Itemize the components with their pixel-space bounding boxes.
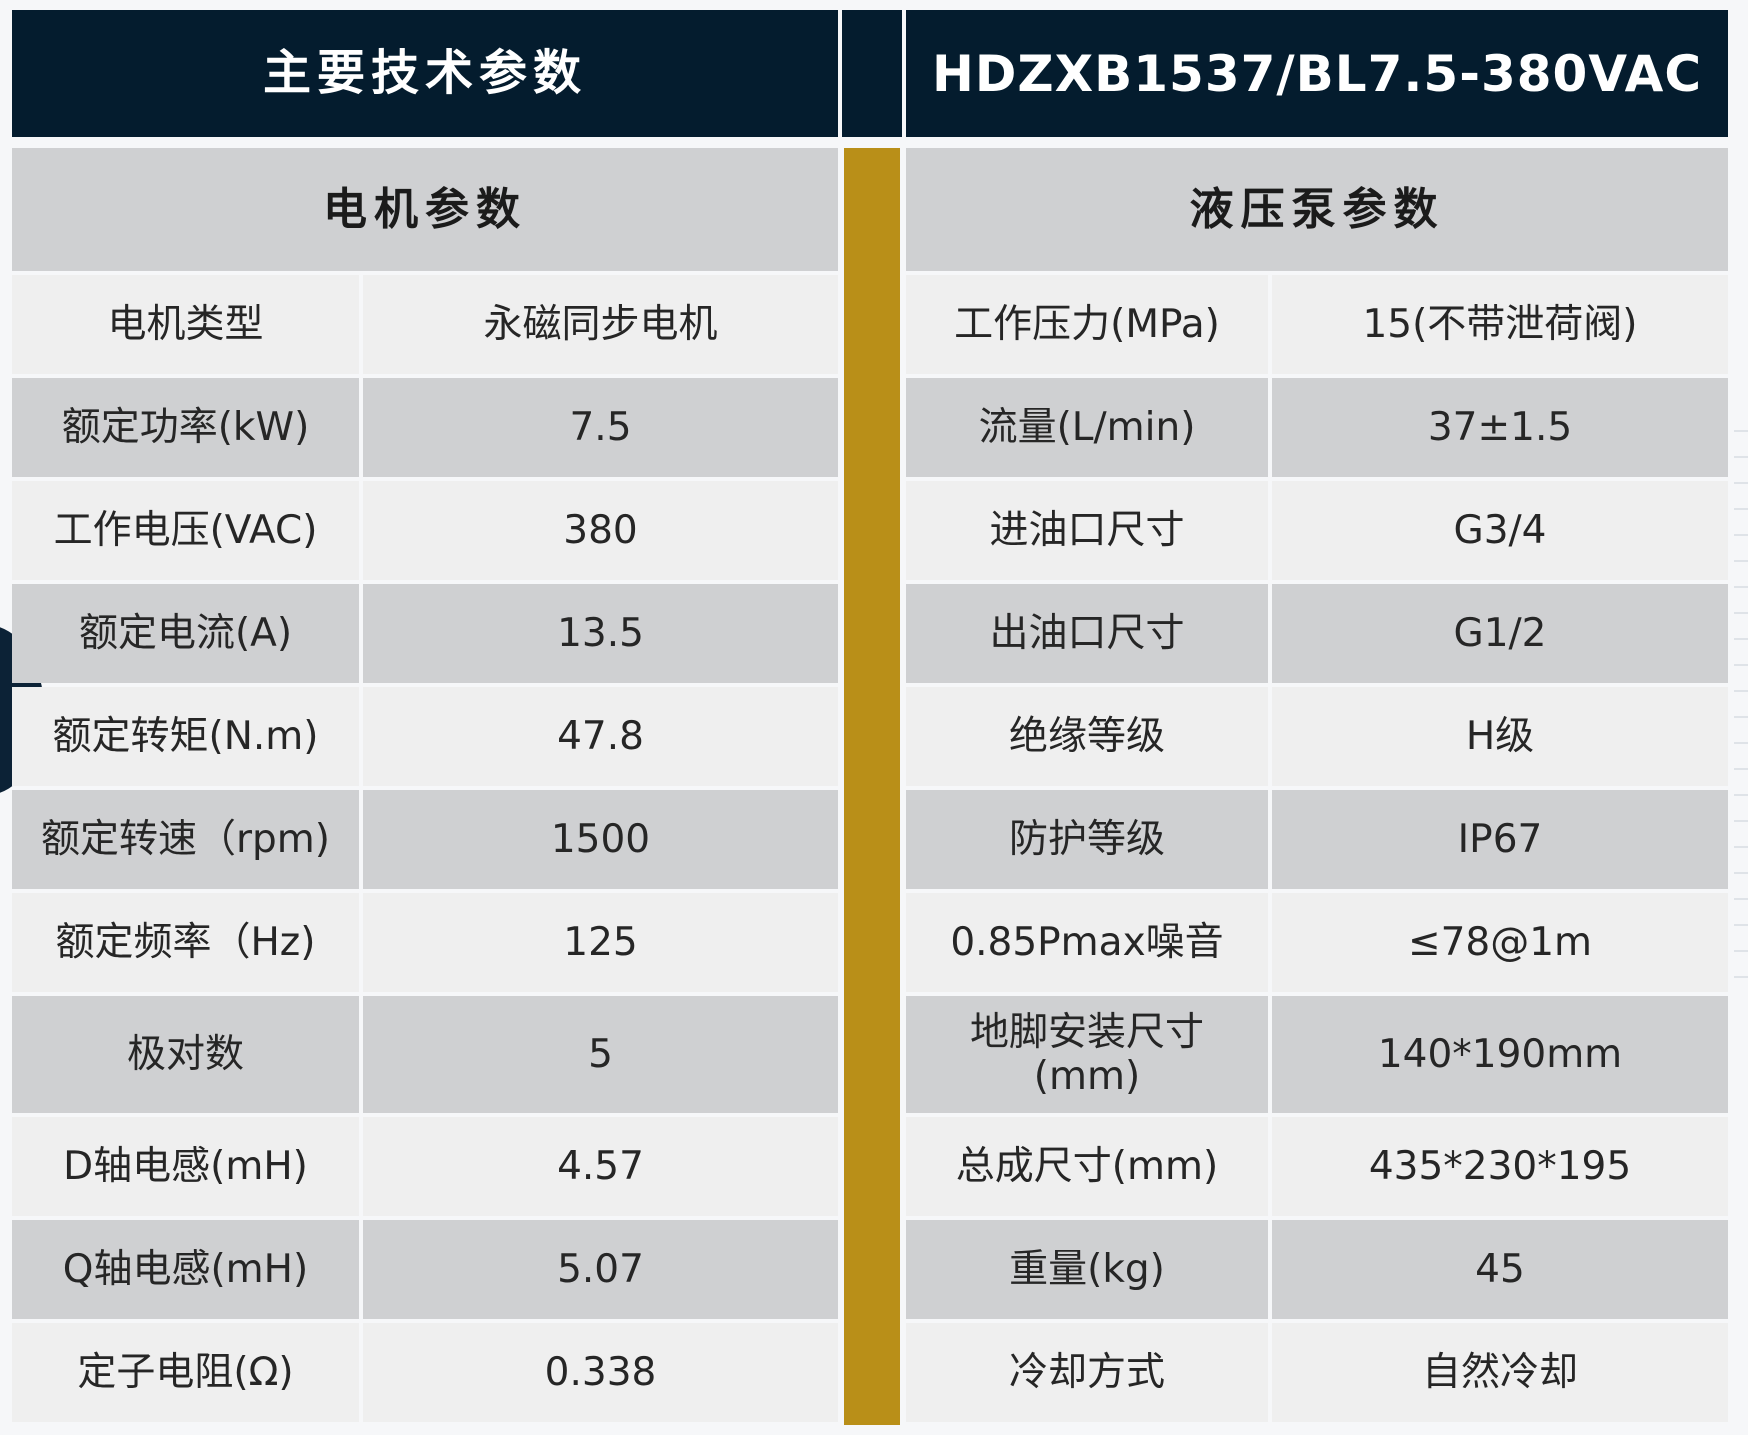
pump-param-label: 防护等级 <box>906 790 1268 889</box>
pump-param-label: 进油口尺寸 <box>906 481 1268 580</box>
pump-param-value: 15(不带泄荷阀) <box>1272 275 1728 374</box>
pump-param-value: 45 <box>1272 1220 1728 1319</box>
pump-param-label: 总成尺寸(mm) <box>906 1117 1268 1216</box>
pump-param-label: 冷却方式 <box>906 1323 1268 1422</box>
pump-param-label: 重量(kg) <box>906 1220 1268 1319</box>
pump-param-value: IP67 <box>1272 790 1728 889</box>
motor-section-title: 电机参数 <box>12 148 838 271</box>
motor-param-label: 电机类型 <box>12 275 359 374</box>
motor-param-label: 极对数 <box>12 996 359 1113</box>
motor-param-value: 1500 <box>363 790 838 889</box>
motor-param-label: 额定转速（rpm) <box>12 790 359 889</box>
decorative-dots <box>1734 430 1748 990</box>
motor-param-value: 7.5 <box>363 378 838 477</box>
pump-param-label: 出油口尺寸 <box>906 584 1268 683</box>
motor-param-value: 47.8 <box>363 687 838 786</box>
motor-param-value: 4.57 <box>363 1117 838 1216</box>
motor-param-value: 125 <box>363 893 838 992</box>
pump-param-label: 地脚安装尺寸 (mm) <box>906 996 1268 1113</box>
model-number: HDZXB1537/BL7.5-380VAC <box>906 10 1728 137</box>
pump-param-value: 140*190mm <box>1272 996 1728 1113</box>
pump-param-label: 流量(L/min) <box>906 378 1268 477</box>
motor-param-label: 工作电压(VAC) <box>12 481 359 580</box>
header-divider-block <box>842 10 902 137</box>
motor-param-label: 额定功率(kW) <box>12 378 359 477</box>
motor-param-label: 额定频率（Hz) <box>12 893 359 992</box>
pump-section-title: 液压泵参数 <box>906 148 1728 271</box>
motor-param-label: 额定电流(A) <box>12 584 359 683</box>
motor-param-value: 0.338 <box>363 1323 838 1422</box>
pump-param-value: 37±1.5 <box>1272 378 1728 477</box>
pump-param-label: 0.85Pmax噪音 <box>906 893 1268 992</box>
pump-param-value: 自然冷却 <box>1272 1323 1728 1422</box>
pump-param-label: 工作压力(MPa) <box>906 275 1268 374</box>
motor-param-value: 5.07 <box>363 1220 838 1319</box>
pump-param-value: G3/4 <box>1272 481 1728 580</box>
motor-param-value: 380 <box>363 481 838 580</box>
spec-table: 主要技术参数 HDZXB1537/BL7.5-380VAC 电机参数 液压泵参数… <box>12 10 1728 1425</box>
pump-param-value: G1/2 <box>1272 584 1728 683</box>
motor-param-value: 永磁同步电机 <box>363 275 838 374</box>
pump-param-value: 435*230*195 <box>1272 1117 1728 1216</box>
pump-param-value: ≤78@1m <box>1272 893 1728 992</box>
pump-param-label: 绝缘等级 <box>906 687 1268 786</box>
table-title: 主要技术参数 <box>12 10 838 137</box>
motor-param-label: D轴电感(mH) <box>12 1117 359 1216</box>
motor-param-label: 额定转矩(N.m) <box>12 687 359 786</box>
center-divider <box>844 148 900 1425</box>
motor-param-value: 5 <box>363 996 838 1113</box>
motor-param-label: Q轴电感(mH) <box>12 1220 359 1319</box>
motor-param-value: 13.5 <box>363 584 838 683</box>
pump-param-value: H级 <box>1272 687 1728 786</box>
motor-param-label: 定子电阻(Ω) <box>12 1323 359 1422</box>
